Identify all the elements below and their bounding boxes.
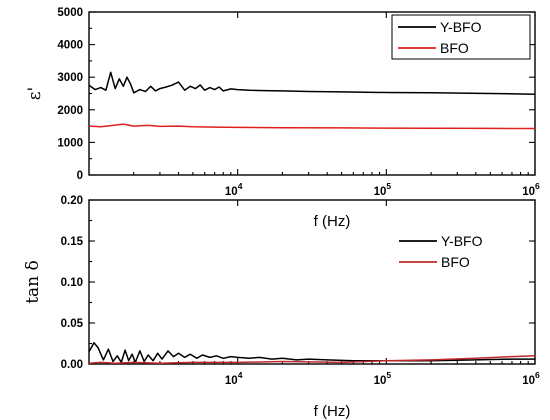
permittivity-y-tick-label: 2000	[57, 105, 83, 117]
permittivity-y-tick-label: 0	[77, 170, 83, 182]
loss-tangent-x-tick-label: 105	[374, 370, 392, 387]
loss-tangent-series-bfo	[88, 355, 536, 364]
permittivity-legend-label-bfo: BFO	[440, 40, 469, 56]
permittivity-series-y-bfo	[88, 71, 536, 95]
permittivity-legend-label-y-bfo: Y-BFO	[440, 19, 482, 35]
permittivity-y-tick-label: 3000	[57, 72, 83, 84]
permittivity-x-tick-label: 105	[374, 181, 392, 198]
loss-tangent-chart: 0.00 0.05 0.10 0.15 0.20 104 105 106 f (Hz) tan δ…	[23, 195, 540, 420]
loss-tangent-y-tick-label: 0.05	[61, 318, 84, 330]
loss-tangent-plot-frame	[88, 199, 536, 365]
permittivity-x-tick-label: 104	[225, 181, 243, 198]
loss-tangent-x-tick-label: 104	[225, 370, 243, 387]
permittivity-y-axis-title: ε'	[25, 87, 45, 100]
loss-tangent-x-axis-title: f (Hz)	[314, 403, 351, 420]
loss-tangent-y-tick-label: 0.10	[61, 277, 83, 289]
loss-tangent-series-y-bfo	[88, 341, 535, 364]
loss-tangent-x-tick-label: 106	[522, 370, 540, 387]
permittivity-y-tick-label: 1000	[57, 137, 83, 149]
permittivity-x-tick-label: 106	[522, 181, 540, 198]
permittivity-y-tick-label: 4000	[57, 40, 83, 52]
permittivity-y-tick-label: 5000	[57, 7, 83, 19]
loss-tangent-y-tick-label: 0.15	[61, 236, 84, 248]
permittivity-chart: 0 1000 2000 3000 4000 5000 104 105 106 f (Hz) ε' Y-…	[25, 7, 540, 230]
loss-tangent-y-axis-title: tan δ	[23, 260, 43, 304]
permittivity-legend-box	[391, 14, 531, 60]
loss-tangent-y-tick-label: 0.20	[61, 195, 83, 207]
loss-tangent-legend-label-bfo: BFO	[441, 254, 470, 270]
permittivity-series-bfo	[88, 123, 536, 130]
loss-tangent-legend-label-y-bfo: Y-BFO	[441, 233, 483, 249]
loss-tangent-legend: Y-BFO BFO	[399, 233, 483, 270]
permittivity-x-axis-title: f (Hz)	[314, 213, 351, 230]
permittivity-legend: Y-BFO BFO	[391, 14, 531, 60]
loss-tangent-y-tick-label: 0.00	[61, 359, 83, 371]
